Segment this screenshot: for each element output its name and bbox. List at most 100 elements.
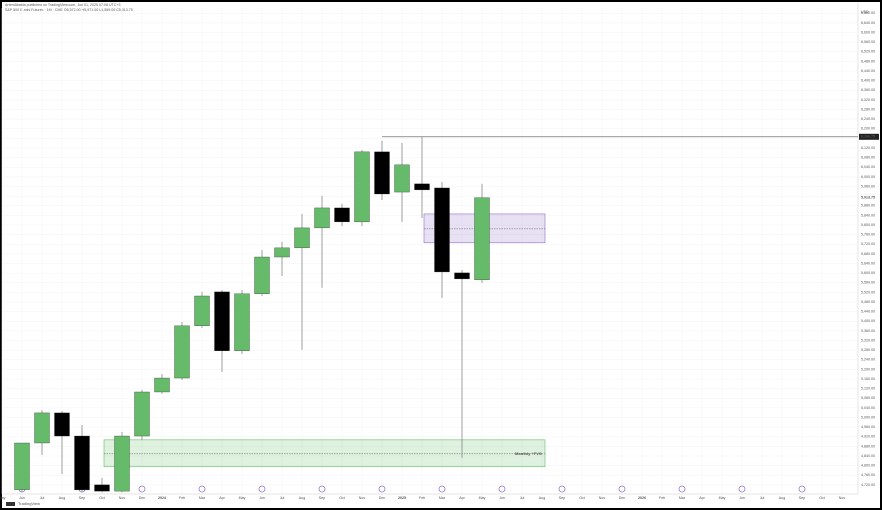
event-marker xyxy=(138,485,146,493)
x-tick-label: Feb xyxy=(419,496,425,500)
x-tick-label: May xyxy=(0,496,6,500)
x-tick-label: Mar xyxy=(679,496,686,500)
candle-body xyxy=(294,227,310,249)
y-tick-label: 4,880.00 xyxy=(861,444,875,448)
x-tick-label: Feb xyxy=(179,496,185,500)
y-tick-label: 5,640.00 xyxy=(861,261,875,265)
y-tick-label: 5,320.00 xyxy=(861,338,875,342)
candle-body xyxy=(114,435,130,492)
x-tick-label: Dec xyxy=(379,496,386,500)
x-tick-label: Aug xyxy=(59,496,65,500)
x-tick-label: Jul xyxy=(760,496,765,500)
x-tick-label: Jun xyxy=(739,496,745,500)
y-tick-label: 5,040.00 xyxy=(861,406,875,410)
y-tick-label: 5,280.00 xyxy=(861,348,875,352)
event-marker xyxy=(738,485,746,493)
price-label-bg xyxy=(859,194,879,201)
event-marker xyxy=(258,485,266,493)
y-tick-label: 5,400.00 xyxy=(861,319,875,323)
candle-body xyxy=(454,272,470,280)
y-tick-label: 6,600.00 xyxy=(861,30,875,34)
y-tick-label: 5,240.00 xyxy=(861,358,875,362)
candle-body xyxy=(154,377,170,393)
x-tick-label: Mar xyxy=(199,496,206,500)
candle-body xyxy=(54,412,70,437)
x-tick-label: Aug xyxy=(299,496,305,500)
x-tick-label: May xyxy=(239,496,246,500)
candle-body xyxy=(474,197,490,281)
y-tick-label: 6,400.00 xyxy=(861,79,875,83)
x-tick-label: Nov xyxy=(599,496,606,500)
x-tick-label: Jun xyxy=(259,496,265,500)
symbol-info: S&P 500 E-mini Futures · 1M · CME O5,572… xyxy=(5,8,133,12)
event-marker xyxy=(318,485,326,493)
event-marker xyxy=(438,485,446,493)
y-tick-label: 6,080.00 xyxy=(861,156,875,160)
y-tick-label: 5,480.00 xyxy=(861,300,875,304)
y-tick-label: 6,440.00 xyxy=(861,69,875,73)
y-tick-label: 6,200.00 xyxy=(861,127,875,131)
candle-body xyxy=(254,256,270,294)
x-tick-label: Jun xyxy=(499,496,505,500)
event-marker xyxy=(378,485,386,493)
y-tick-label: 5,840.00 xyxy=(861,213,875,217)
x-tick-label: May xyxy=(719,496,726,500)
y-tick-label: 6,240.00 xyxy=(861,117,875,121)
y-tick-label: 6,000.00 xyxy=(861,175,875,179)
event-marker xyxy=(678,485,686,493)
y-tick-label: 6,680.00 xyxy=(861,11,875,15)
y-tick-label: 4,920.00 xyxy=(861,435,875,439)
x-tick-label: Sep xyxy=(799,496,805,500)
x-tick-label: Oct xyxy=(99,496,105,500)
candle-body xyxy=(94,484,110,492)
y-tick-label: 4,720.00 xyxy=(861,483,875,487)
y-tick-label: 5,200.00 xyxy=(861,367,875,371)
x-tick-label: May xyxy=(479,496,486,500)
x-tick-label: Oct xyxy=(339,496,345,500)
x-tick-label: 2025 xyxy=(398,496,406,500)
y-tick-label: 6,120.00 xyxy=(861,146,875,150)
x-tick-label: Sep xyxy=(79,496,85,500)
price-label: 5,913.75 xyxy=(861,196,875,200)
candle-body xyxy=(194,295,210,326)
x-tick-label: Apr xyxy=(459,496,465,500)
y-tick-label: 5,000.00 xyxy=(861,415,875,419)
brand: TradingView xyxy=(18,501,40,506)
x-tick-label: Jul xyxy=(280,496,285,500)
x-tick-label: Jun xyxy=(19,496,25,500)
event-marker xyxy=(198,485,206,493)
y-tick-label: 5,440.00 xyxy=(861,310,875,314)
y-tick-label: 5,520.00 xyxy=(861,290,875,294)
candle-body xyxy=(214,291,230,351)
x-tick-label: Jul xyxy=(40,496,45,500)
candle-body xyxy=(334,207,350,223)
x-tick-label: Oct xyxy=(819,496,825,500)
candle-body xyxy=(414,183,430,191)
y-tick-label: 5,760.00 xyxy=(861,233,875,237)
y-tick-label: 6,040.00 xyxy=(861,165,875,169)
candle-body xyxy=(134,391,150,437)
x-tick-label: Sep xyxy=(319,496,325,500)
y-tick-label: 5,680.00 xyxy=(861,252,875,256)
candle-body xyxy=(14,442,30,490)
y-tick-label: 5,720.00 xyxy=(861,242,875,246)
y-tick-label: 4,840.00 xyxy=(861,454,875,458)
y-tick-label: 6,360.00 xyxy=(861,88,875,92)
candle-body xyxy=(394,164,410,193)
event-marker xyxy=(618,485,626,493)
x-tick-label: Oct xyxy=(579,496,585,500)
x-tick-label: Aug xyxy=(539,496,545,500)
candle-body xyxy=(34,412,50,444)
x-tick-label: Aug xyxy=(779,496,785,500)
x-tick-label: Nov xyxy=(839,496,846,500)
x-tick-label: Apr xyxy=(699,496,705,500)
candle-body xyxy=(314,207,330,229)
x-tick-label: Mar xyxy=(439,496,446,500)
candle-body xyxy=(434,187,450,273)
y-tick-label: 6,520.00 xyxy=(861,50,875,54)
y-tick-label: 5,160.00 xyxy=(861,377,875,381)
y-tick-label: 5,120.00 xyxy=(861,387,875,391)
x-tick-label: Dec xyxy=(139,496,146,500)
price-label-bg xyxy=(859,133,879,140)
